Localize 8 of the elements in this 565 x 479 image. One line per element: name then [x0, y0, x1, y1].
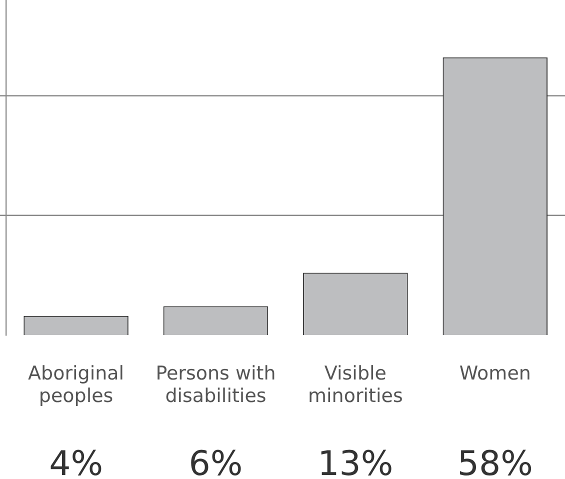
data-label: 6% — [188, 444, 243, 479]
x-tick-label: Women — [459, 362, 531, 384]
x-tick-label: Aboriginal peoples — [28, 362, 124, 408]
data-label: 13% — [318, 444, 394, 479]
data-label: 4% — [49, 444, 104, 479]
x-tick-label: Persons with disabilities — [156, 362, 276, 408]
x-tick-label: Visible minorities — [308, 362, 403, 408]
data-label: 58% — [457, 444, 533, 479]
